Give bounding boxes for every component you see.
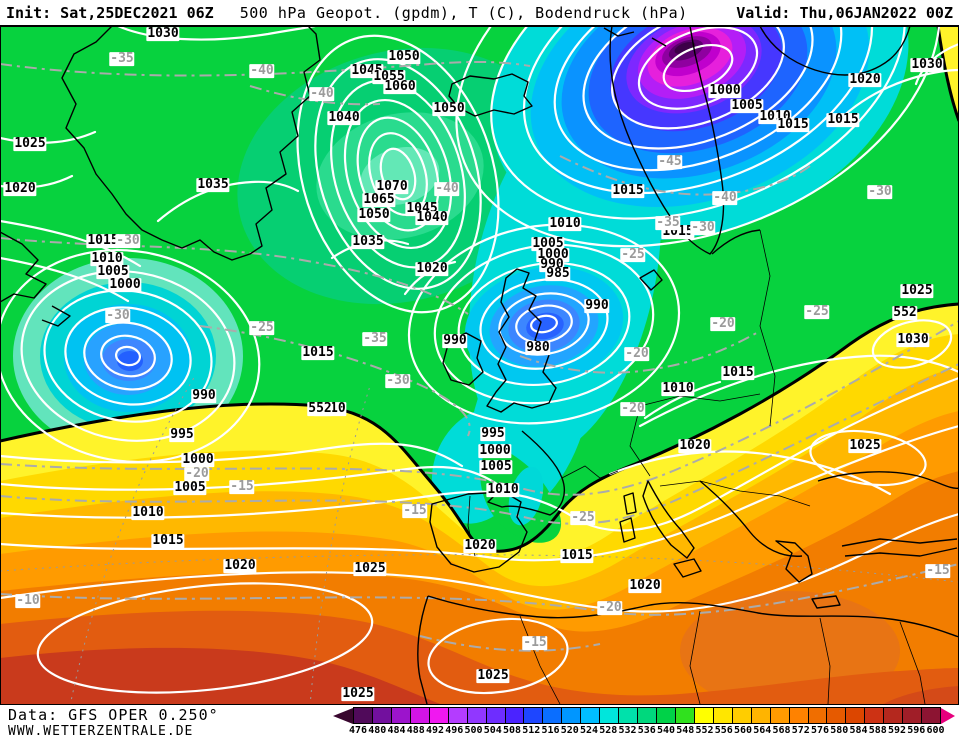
colorbar-cell — [562, 708, 582, 723]
colorbar-tick: 496 — [445, 725, 464, 736]
colorbar-tick: 564 — [753, 725, 772, 736]
colorbar-cell — [884, 708, 904, 723]
colorbar-tick: 484 — [387, 725, 406, 736]
colorbar-tick: 580 — [830, 725, 849, 736]
colorbar-cell — [732, 708, 752, 723]
colorbar-cell — [543, 708, 563, 723]
graticule — [0, 375, 959, 704]
colorbar-cell — [448, 708, 468, 723]
country-borders — [467, 229, 926, 704]
geopotential-colorbar: 476 480 484 488 492 496 500 504 508 512 516 520 524 5… — [333, 707, 955, 736]
colorbar-cell — [354, 708, 373, 723]
colorbar-tick: 584 — [849, 725, 868, 736]
pressure-contours — [0, 26, 959, 695]
colorbar-right-arrow — [941, 707, 955, 724]
colorbar-cell — [581, 708, 601, 723]
colorbar-cell — [903, 708, 923, 723]
colorbar-tick: 524 — [580, 725, 599, 736]
colorbar-cell — [505, 708, 525, 723]
colorbar-tick: 492 — [426, 725, 445, 736]
colorbar-cell — [846, 708, 866, 723]
colorbar-tick: 528 — [599, 725, 618, 736]
colorbar-cell — [486, 708, 506, 723]
colorbar-tick: 540 — [657, 725, 676, 736]
colorbar-tick: 596 — [907, 725, 926, 736]
site-credit: WWW.WETTERZENTRALE.DE — [8, 724, 194, 739]
colorbar-cells — [353, 707, 941, 724]
colorbar-tick: 552 — [695, 725, 714, 736]
colorbar-cell — [429, 708, 449, 723]
init-time: Init: Sat,25DEC2021 06Z — [6, 3, 214, 22]
chart-title: 500 hPa Geopot. (gpdm), T (C), Bodendruc… — [239, 3, 688, 22]
colorbar-cell — [467, 708, 487, 723]
colorbar-cell — [922, 708, 941, 723]
colorbar-cell — [789, 708, 809, 723]
model-info: Data: GFS OPER 0.250° — [8, 706, 219, 724]
colorbar-tick: 560 — [734, 725, 753, 736]
colorbar-tick: 592 — [888, 725, 907, 736]
colorbar-tick: 572 — [791, 725, 810, 736]
colorbar-cell — [600, 708, 620, 723]
colorbar-cell — [694, 708, 714, 723]
colorbar-tick: 568 — [772, 725, 791, 736]
colorbar-tick: 588 — [868, 725, 887, 736]
colorbar-tick: 600 — [926, 725, 945, 736]
geopotential-552-contour — [0, 26, 959, 553]
colorbar-tick: 480 — [368, 725, 387, 736]
header-bar: Init: Sat,25DEC2021 06Z 500 hPa Geopot. … — [0, 0, 959, 25]
colorbar-tick: 500 — [464, 725, 483, 736]
colorbar-cell — [524, 708, 544, 723]
colorbar-cell — [619, 708, 639, 723]
colorbar-left-arrow — [333, 707, 353, 724]
colorbar-tick: 556 — [714, 725, 733, 736]
colorbar-cell — [827, 708, 847, 723]
colorbar-tick: 512 — [522, 725, 541, 736]
colorbar-cell — [865, 708, 885, 723]
colorbar-cell — [638, 708, 657, 723]
colorbar-tick: 532 — [618, 725, 637, 736]
colorbar-cell — [372, 708, 392, 723]
colorbar-tick: 488 — [406, 725, 425, 736]
colorbar-cell — [808, 708, 828, 723]
coastlines — [0, 26, 959, 704]
colorbar-tick: 504 — [483, 725, 502, 736]
colorbar-cell — [675, 708, 695, 723]
colorbar-tick-labels: 476 480 484 488 492 496 500 504 508 512 516 520 524 5… — [349, 725, 945, 736]
colorbar-tick: 508 — [503, 725, 522, 736]
colorbar-tick: 520 — [560, 725, 579, 736]
colorbar-cell — [410, 708, 430, 723]
colorbar-tick: 548 — [676, 725, 695, 736]
valid-time: Valid: Thu,06JAN2022 00Z — [736, 3, 953, 22]
colorbar-tick: 476 — [349, 725, 368, 736]
colorbar-tick: 516 — [541, 725, 560, 736]
colorbar-tick: 536 — [637, 725, 656, 736]
colorbar-cell — [751, 708, 771, 723]
footer-bar: Data: GFS OPER 0.250° WWW.WETTERZENTRALE… — [0, 705, 959, 740]
colorbar-cell — [391, 708, 411, 723]
colorbar-tick: 576 — [811, 725, 830, 736]
map-canvas — [0, 26, 959, 704]
synoptic-map: 1030 1040 1045 1055 1060 1050 1050 1070 1065 1050… — [0, 25, 959, 705]
colorbar-cell — [657, 708, 676, 723]
colorbar-cell — [713, 708, 733, 723]
colorbar-cell — [770, 708, 790, 723]
